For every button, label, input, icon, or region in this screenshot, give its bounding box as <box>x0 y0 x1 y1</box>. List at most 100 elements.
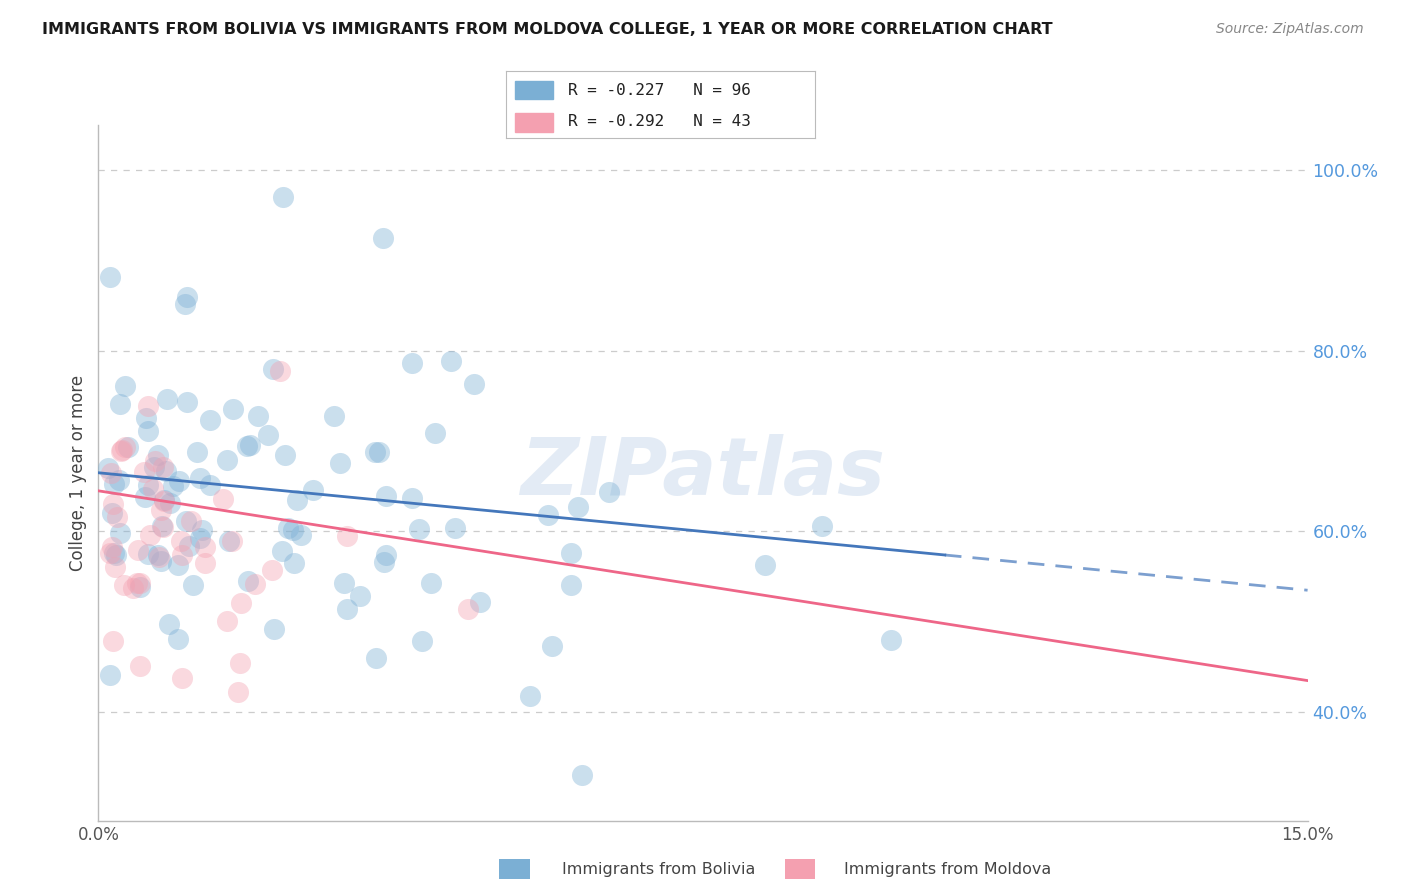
Point <box>98 269 121 284</box>
Point <box>273 449 295 463</box>
Point <box>468 595 491 609</box>
Point <box>152 460 174 475</box>
Point <box>463 377 485 392</box>
Point <box>121 581 143 595</box>
Text: IMMIGRANTS FROM BOLIVIA VS IMMIGRANTS FROM MOLDOVA COLLEGE, 1 YEAR OR MORE CORRE: IMMIGRANTS FROM BOLIVIA VS IMMIGRANTS FR… <box>42 22 1053 37</box>
Text: Immigrants from Moldova: Immigrants from Moldova <box>844 863 1050 877</box>
Point <box>262 362 284 376</box>
Point <box>156 392 179 406</box>
Point <box>173 297 195 311</box>
Point <box>401 356 423 370</box>
Point <box>162 478 184 492</box>
Point <box>228 656 250 670</box>
Point <box>100 467 122 481</box>
Point <box>101 540 124 554</box>
Point <box>519 689 541 703</box>
Point <box>229 596 252 610</box>
Point <box>145 454 167 468</box>
Point <box>103 476 125 491</box>
Point <box>153 493 176 508</box>
Point <box>114 378 136 392</box>
Point <box>152 520 174 534</box>
Point <box>101 506 124 520</box>
Point <box>567 500 589 514</box>
Point <box>271 190 294 204</box>
Point <box>226 684 249 698</box>
Point <box>176 394 198 409</box>
Point <box>560 578 582 592</box>
Point <box>190 470 212 484</box>
Point <box>181 578 204 592</box>
Point <box>302 483 325 497</box>
Point <box>262 563 284 577</box>
Point <box>188 531 211 545</box>
Point <box>105 549 128 563</box>
Point <box>373 555 395 569</box>
Point <box>172 548 194 562</box>
Point <box>368 445 391 459</box>
Point <box>170 671 193 685</box>
Point <box>103 546 125 560</box>
Point <box>425 426 447 441</box>
Point <box>212 492 235 507</box>
Point <box>98 546 121 560</box>
Point <box>271 543 294 558</box>
Point <box>153 494 176 508</box>
Point <box>136 400 159 414</box>
Point <box>128 658 150 673</box>
Point <box>129 580 152 594</box>
Point <box>194 540 217 554</box>
Point <box>215 453 238 467</box>
Text: ZIPatlas: ZIPatlas <box>520 434 886 512</box>
Point <box>246 409 269 424</box>
Point <box>277 521 299 535</box>
Point <box>333 575 356 590</box>
Point <box>811 519 834 533</box>
Point <box>176 515 198 529</box>
FancyBboxPatch shape <box>516 112 553 131</box>
Point <box>101 634 124 648</box>
Point <box>148 549 170 564</box>
Point <box>180 515 202 529</box>
Point <box>155 464 177 478</box>
Point <box>236 574 259 588</box>
Point <box>146 448 169 462</box>
Point <box>167 632 190 646</box>
Point <box>157 617 180 632</box>
Point <box>110 526 132 541</box>
Point <box>110 397 132 411</box>
Point <box>111 443 134 458</box>
Point <box>176 290 198 304</box>
Point <box>97 460 120 475</box>
Point <box>283 524 305 538</box>
Point <box>419 576 441 591</box>
Point <box>560 546 582 560</box>
Point <box>263 622 285 636</box>
Point <box>127 542 149 557</box>
Point <box>138 478 160 492</box>
Point <box>336 529 359 543</box>
Point <box>104 560 127 574</box>
Point <box>239 438 262 452</box>
Point <box>200 413 222 427</box>
Point <box>283 557 305 571</box>
Point <box>329 456 352 470</box>
Point <box>336 601 359 615</box>
Point <box>754 558 776 573</box>
Point <box>371 231 394 245</box>
Point <box>114 440 136 454</box>
Point <box>134 490 156 504</box>
Point <box>411 633 433 648</box>
Point <box>269 364 291 378</box>
Point <box>222 402 245 417</box>
Point <box>537 508 560 522</box>
Point <box>146 548 169 562</box>
Point <box>540 640 562 654</box>
Point <box>129 576 152 591</box>
Point <box>149 503 172 517</box>
Point <box>101 498 124 512</box>
Point <box>166 558 188 572</box>
Point <box>374 489 396 503</box>
Point <box>457 602 479 616</box>
Point <box>125 576 148 591</box>
